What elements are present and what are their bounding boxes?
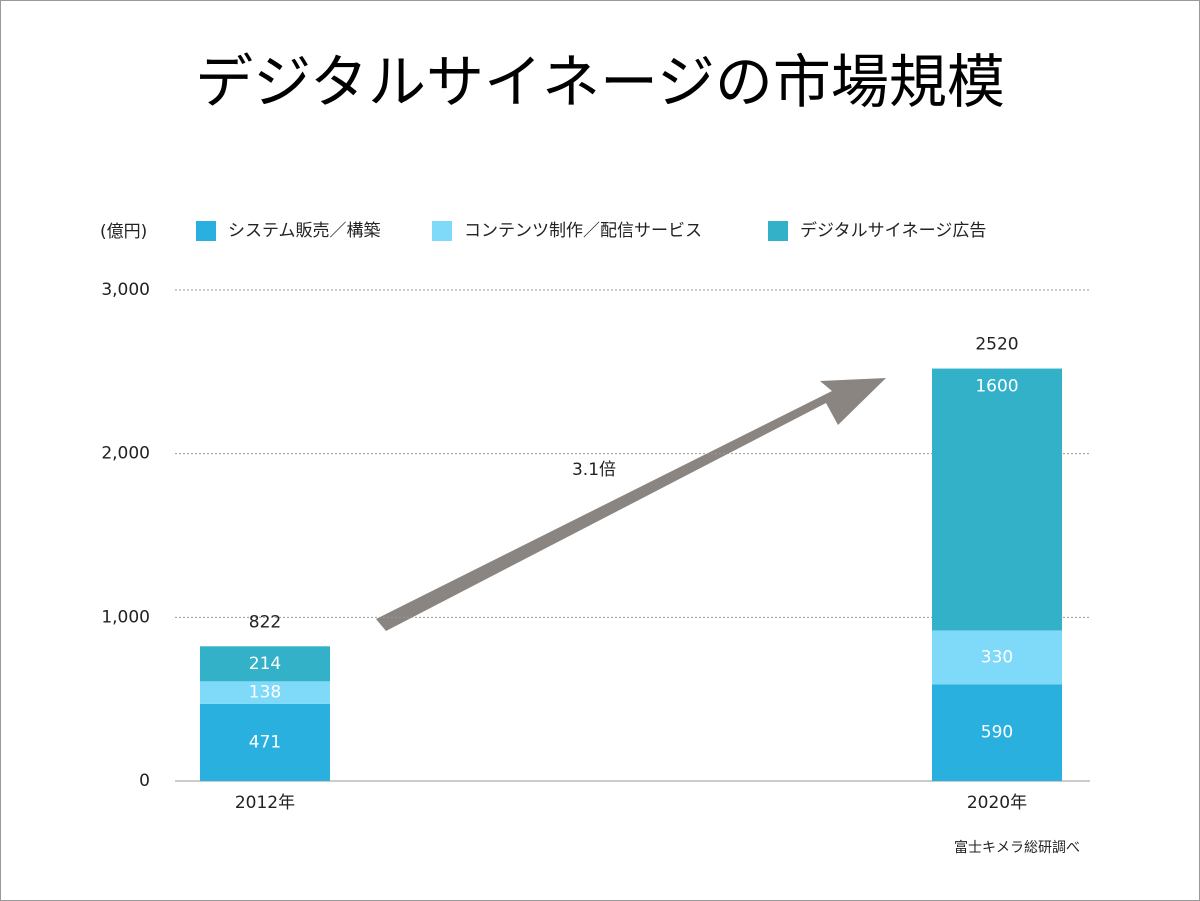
total-label: 822 — [249, 612, 281, 632]
y-tick-label: 1,000 — [101, 607, 150, 627]
x-tick-label: 2020年 — [967, 793, 1027, 813]
value-label: 471 — [249, 732, 281, 752]
x-tick-label: 2012年 — [235, 793, 295, 813]
y-tick-label: 3,000 — [101, 280, 150, 300]
value-label: 138 — [249, 683, 281, 703]
value-label: 330 — [981, 647, 1013, 667]
legend-swatch — [196, 221, 216, 241]
bar-segment — [200, 681, 330, 704]
source-note: 富士キメラ総研調べ — [954, 839, 1080, 856]
legend-label: デジタルサイネージ広告 — [800, 220, 986, 241]
bar-segment — [200, 703, 330, 781]
bar-segment — [932, 630, 1062, 685]
y-tick-label: 2,000 — [101, 444, 150, 464]
legend-swatch — [768, 221, 788, 241]
value-label: 590 — [981, 723, 1013, 743]
legend-swatch — [432, 221, 452, 241]
total-label: 2520 — [975, 335, 1018, 355]
growth-arrow — [376, 378, 886, 631]
value-label: 1600 — [975, 377, 1018, 397]
value-label: 214 — [249, 654, 281, 674]
legend-label: コンテンツ制作／配信サービス — [464, 221, 702, 241]
y-axis-unit: (億円) — [100, 222, 147, 242]
chart-title: デジタルサイネージの市場規模 — [195, 48, 1005, 116]
annotation: 3.1倍 — [572, 460, 616, 480]
bar-segment — [200, 646, 330, 682]
y-tick-label: 0 — [139, 771, 150, 791]
legend-label: システム販売／構築 — [228, 221, 381, 241]
bar-segment — [932, 684, 1062, 781]
bar-segment — [932, 368, 1062, 631]
